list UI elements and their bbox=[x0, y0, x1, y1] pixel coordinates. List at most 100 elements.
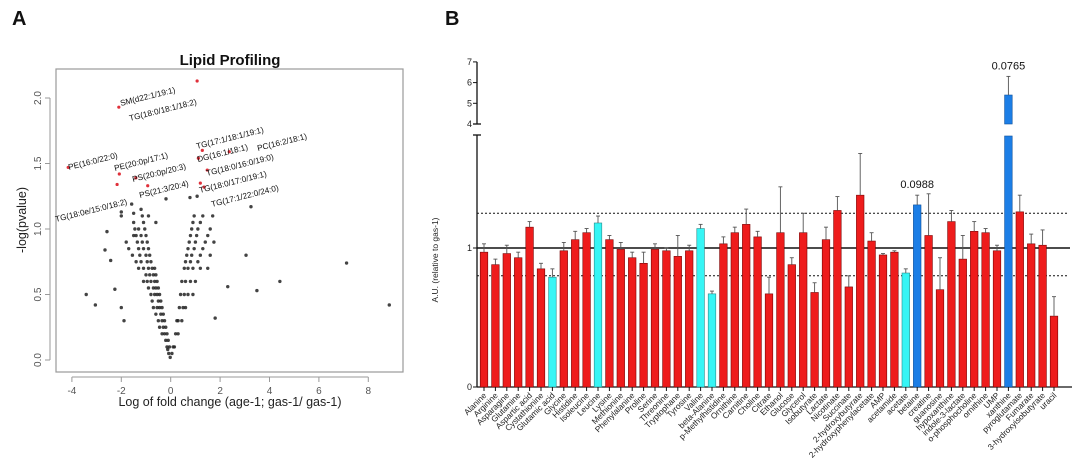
bar-phenylalanine bbox=[628, 257, 637, 388]
data-point bbox=[188, 195, 192, 200]
bar-fumarate bbox=[1027, 243, 1036, 388]
data-point bbox=[195, 194, 199, 198]
data-point bbox=[193, 279, 198, 284]
bar-tryptophane bbox=[673, 256, 682, 388]
data-point bbox=[155, 292, 159, 297]
bar-acetate bbox=[901, 272, 910, 388]
data-point bbox=[141, 220, 146, 225]
bar-hypoxanthine bbox=[947, 221, 956, 388]
data-point bbox=[152, 279, 157, 284]
bar-aspartic-acid bbox=[525, 226, 534, 388]
data-point bbox=[203, 240, 207, 244]
data-point bbox=[131, 211, 136, 215]
highlighted-point bbox=[117, 105, 121, 109]
highlighted-point bbox=[202, 185, 206, 189]
volcano-x-label: Log of fold change (age-1; gas-1/ gas-1) bbox=[118, 395, 341, 409]
data-point bbox=[140, 214, 144, 218]
data-point bbox=[172, 345, 177, 349]
bar-ornithine bbox=[981, 232, 990, 388]
data-point bbox=[133, 227, 137, 231]
data-point bbox=[181, 305, 185, 310]
data-point bbox=[160, 319, 164, 323]
data-point bbox=[105, 229, 109, 234]
data-point bbox=[136, 266, 141, 270]
bar-ethanol bbox=[776, 232, 785, 388]
bar-annotations: 0.0988 0.0765 bbox=[900, 60, 1025, 191]
data-point bbox=[156, 299, 161, 303]
bar-ornithine bbox=[730, 232, 739, 388]
bar-citrate bbox=[764, 293, 774, 388]
data-point bbox=[178, 292, 183, 297]
data-point bbox=[149, 260, 153, 264]
data-point bbox=[196, 260, 200, 264]
volcano-y-label: -log(pvalue) bbox=[15, 187, 29, 253]
bar-guanosine bbox=[935, 289, 945, 388]
data-point bbox=[255, 288, 259, 293]
highlighted-point bbox=[198, 181, 202, 185]
highlighted-point bbox=[196, 156, 200, 160]
data-point bbox=[144, 273, 148, 277]
data-point bbox=[122, 319, 126, 323]
data-point bbox=[154, 273, 158, 277]
bar-o-phosphocholine bbox=[970, 231, 979, 388]
x-tick-label: 8 bbox=[366, 386, 372, 397]
volcano-labels: SM(d22:1/19:1)TG(18:0/18:1/18:2)PE(16:0/… bbox=[54, 85, 308, 223]
data-point bbox=[206, 233, 210, 238]
highlighted-point bbox=[146, 184, 150, 188]
data-point bbox=[141, 246, 146, 251]
bar-xanthine-upper bbox=[1004, 94, 1013, 125]
data-point bbox=[182, 266, 186, 270]
data-point bbox=[176, 332, 180, 336]
data-point bbox=[196, 227, 200, 231]
data-point bbox=[134, 233, 138, 238]
data-point bbox=[151, 286, 156, 290]
bar-cystathionine bbox=[536, 268, 546, 388]
bar-lysine bbox=[605, 239, 614, 388]
bar-creatine bbox=[924, 235, 933, 388]
bar-tyrosine bbox=[685, 250, 694, 388]
data-point bbox=[167, 345, 172, 349]
x-tick-label: -2 bbox=[117, 386, 126, 397]
x-tick-label: -4 bbox=[67, 386, 76, 397]
data-point bbox=[129, 202, 134, 206]
bar-choline bbox=[753, 236, 762, 388]
data-point bbox=[165, 345, 169, 349]
data-point bbox=[160, 332, 164, 336]
p-value-annotation: 0.0988 bbox=[900, 179, 934, 191]
point-label: PS(21:3/20:4) bbox=[138, 179, 189, 200]
data-point bbox=[180, 279, 184, 284]
data-point bbox=[186, 246, 190, 251]
data-point bbox=[136, 246, 141, 251]
data-point bbox=[145, 240, 149, 244]
data-point bbox=[154, 312, 158, 316]
bar-glutamic-acid bbox=[548, 276, 557, 388]
highlighted-point bbox=[205, 168, 209, 172]
point-label: PE(16:0/22:0) bbox=[67, 151, 118, 172]
data-point bbox=[152, 292, 157, 297]
data-point bbox=[148, 273, 152, 277]
data-point bbox=[188, 260, 193, 264]
bar-valine bbox=[696, 228, 705, 388]
data-point bbox=[185, 253, 189, 257]
bar-threonine bbox=[662, 250, 671, 388]
data-point bbox=[187, 240, 191, 244]
point-label: TG(18:0e/15:0/18:2) bbox=[54, 197, 128, 224]
bar-isoleucine bbox=[582, 232, 591, 388]
data-point bbox=[189, 253, 194, 257]
data-point bbox=[168, 355, 172, 360]
point-label: PC(16:2/18:1) bbox=[256, 132, 308, 153]
bar-methionine bbox=[616, 249, 625, 388]
data-point bbox=[119, 214, 124, 218]
y-tick-label: 1 bbox=[467, 243, 472, 253]
data-point bbox=[210, 214, 215, 218]
data-point bbox=[387, 303, 391, 307]
data-point bbox=[151, 305, 156, 310]
data-point bbox=[157, 305, 162, 310]
bar-acetamide bbox=[890, 251, 899, 388]
bar-nicotinate bbox=[833, 210, 842, 388]
data-point bbox=[159, 299, 163, 303]
panel-b-letter: B bbox=[445, 8, 459, 30]
data-point bbox=[141, 266, 146, 270]
bar-glycerol bbox=[799, 232, 808, 388]
